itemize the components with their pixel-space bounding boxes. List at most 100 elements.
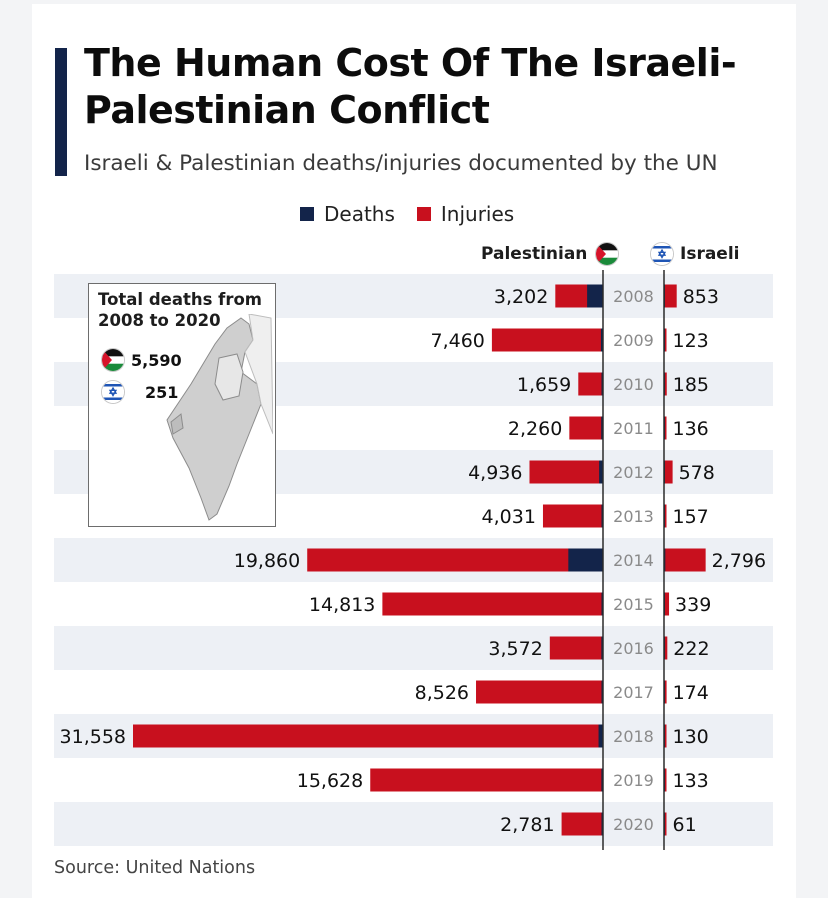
- palestinian-injuries-bar: [382, 592, 603, 616]
- israeli-injuries-bar: [664, 284, 677, 308]
- israeli-injuries-bar: [664, 416, 667, 440]
- palestine-flag-icon: [595, 242, 620, 266]
- palestinian-injuries-bar: [529, 460, 603, 484]
- legend-label-injuries: Injuries: [440, 202, 515, 226]
- palestinian-value-label: 19,860: [234, 550, 300, 572]
- palestinian-injuries-bar: [569, 416, 603, 440]
- year-label: 2014: [613, 551, 654, 570]
- year-label: 2010: [613, 375, 654, 394]
- palestinian-value-label: 8,526: [415, 682, 469, 704]
- legend-swatch-deaths: [300, 207, 314, 221]
- palestinian-injuries-bar: [370, 768, 603, 792]
- title-accent-bar: [55, 48, 67, 176]
- column-header-israeli: Israeli: [650, 240, 739, 268]
- page-title: The Human Cost Of The Israeli-Palestinia…: [84, 40, 828, 134]
- israeli-value-label: 133: [673, 770, 709, 792]
- palestinian-deaths-bar: [601, 636, 603, 660]
- palestinian-deaths-bar: [600, 328, 603, 352]
- palestinian-value-label: 4,936: [468, 462, 522, 484]
- israeli-value-label: 339: [675, 594, 711, 616]
- year-label: 2020: [613, 815, 654, 834]
- israeli-injuries-bar: [664, 680, 667, 704]
- israeli-value-label: 578: [679, 462, 715, 484]
- palestinian-injuries-bar: [133, 724, 603, 748]
- israeli-value-label: 222: [673, 638, 709, 660]
- israeli-value-label: 157: [673, 506, 709, 528]
- year-label: 2018: [613, 727, 654, 746]
- inset-title-line1: Total deaths from: [98, 290, 263, 309]
- palestinian-deaths-bar: [598, 724, 603, 748]
- palestinian-value-label: 3,202: [494, 286, 548, 308]
- legend-item-injuries: Injuries: [416, 202, 515, 226]
- israeli-injuries-bar: [664, 504, 667, 528]
- israeli-value-label: 185: [673, 374, 709, 396]
- year-label: 2016: [613, 639, 654, 658]
- row-stripe: [54, 626, 773, 670]
- palestinian-value-label: 7,460: [430, 330, 484, 352]
- column-label-palestinian: Palestinian: [481, 244, 588, 264]
- israeli-value-label: 61: [673, 814, 697, 836]
- column-label-israeli: Israeli: [680, 244, 740, 264]
- palestinian-value-label: 31,558: [60, 726, 126, 748]
- israeli-value-label: 123: [673, 330, 709, 352]
- israeli-injuries-bar: [664, 548, 706, 572]
- palestinian-injuries-bar: [307, 548, 603, 572]
- inset-row-palestinian: 5,590: [101, 348, 182, 372]
- israeli-injuries-bar: [664, 768, 667, 792]
- israeli-value-label: 853: [683, 286, 719, 308]
- israeli-injuries-bar: [664, 812, 667, 836]
- israeli-value-label: 136: [673, 418, 709, 440]
- israel-flag-icon: [650, 242, 674, 266]
- israel-palestine-map-icon: [166, 314, 273, 521]
- palestinian-deaths-bar: [599, 460, 603, 484]
- israeli-injuries-bar: [664, 724, 667, 748]
- palestinian-injuries-bar: [561, 812, 603, 836]
- inset-title: Total deaths from 2008 to 2020: [98, 289, 262, 331]
- source-note: Source: United Nations: [54, 858, 256, 878]
- palestinian-deaths-bar: [587, 284, 603, 308]
- israeli-injuries-bar: [664, 372, 667, 396]
- israeli-injuries-bar: [664, 636, 668, 660]
- row-stripe: [54, 802, 773, 846]
- title-text: The Human Cost Of The Israeli-Palestinia…: [84, 41, 737, 132]
- palestine-flag-icon: [101, 348, 125, 372]
- israeli-value-label: 2,796: [712, 550, 766, 572]
- israeli-injuries-bar: [664, 460, 673, 484]
- year-label: 2008: [613, 287, 654, 306]
- year-label: 2012: [613, 463, 654, 482]
- palestinian-injuries-bar: [542, 504, 603, 528]
- year-label: 2013: [613, 507, 654, 526]
- palestinian-injuries-bar: [549, 636, 603, 660]
- palestinian-deaths-bar: [568, 548, 603, 572]
- palestinian-value-label: 1,659: [517, 374, 571, 396]
- column-header-palestinian: Palestinian: [481, 240, 620, 268]
- palestinian-value-label: 14,813: [309, 594, 375, 616]
- palestinian-deaths-bar: [601, 768, 603, 792]
- inset-title-line2: 2008 to 2020: [98, 311, 221, 330]
- palestinian-injuries-bar: [491, 328, 603, 352]
- year-label: 2019: [613, 771, 654, 790]
- subtitle: Israeli & Palestinian deaths/injuries do…: [84, 151, 718, 176]
- palestinian-value-label: 15,628: [297, 770, 363, 792]
- israeli-injuries-bar: [664, 328, 667, 352]
- palestinian-value-label: 3,572: [488, 638, 542, 660]
- israel-flag-icon: [101, 380, 125, 404]
- inset-total-deaths: Total deaths from 2008 to 2020 5,590: [88, 283, 276, 527]
- legend-item-deaths: Deaths: [300, 202, 395, 226]
- year-label: 2011: [613, 419, 654, 438]
- legend-swatch-injuries: [416, 207, 431, 221]
- year-label: 2017: [613, 683, 654, 702]
- legend-label-deaths: Deaths: [324, 202, 395, 226]
- palestinian-value-label: 2,781: [500, 814, 554, 836]
- inset-israeli-total: 251: [145, 382, 179, 402]
- inset-palestinian-total: 5,590: [131, 350, 182, 370]
- year-label: 2015: [613, 595, 654, 614]
- year-label: 2009: [613, 331, 654, 350]
- israeli-value-label: 130: [673, 726, 709, 748]
- palestinian-deaths-bar: [601, 416, 603, 440]
- palestinian-value-label: 2,260: [508, 418, 562, 440]
- israeli-value-label: 174: [673, 682, 709, 704]
- chart-legend: Deaths Injuries: [300, 200, 536, 228]
- israeli-injuries-bar: [664, 592, 670, 616]
- palestinian-injuries-bar: [578, 372, 603, 396]
